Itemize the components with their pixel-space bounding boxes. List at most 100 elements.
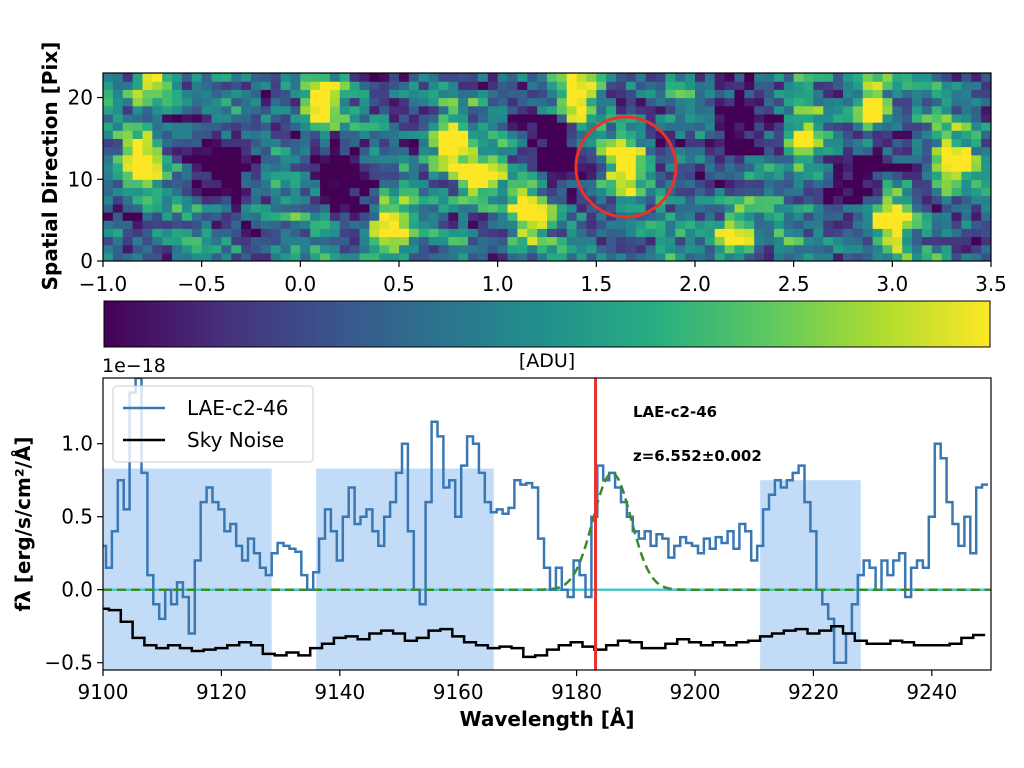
- heatmap-cell: [675, 244, 686, 254]
- annotation-redshift: z=6.552±0.002: [633, 447, 762, 465]
- heatmap-cell: [428, 138, 440, 148]
- heatmap-cell: [339, 162, 351, 172]
- heatmap-cell: [448, 211, 459, 221]
- heatmap-cell: [625, 187, 637, 197]
- heatmap-cell: [645, 154, 657, 164]
- heatmap-cell: [645, 179, 657, 189]
- heatmap-cell: [359, 122, 370, 131]
- heatmap-x-tick-label: 2.0: [679, 272, 711, 296]
- heatmap-x-tick-label: −0.5: [177, 272, 226, 296]
- heatmap-cell: [310, 138, 321, 148]
- heatmap-cell: [458, 228, 469, 238]
- heatmap-cell: [685, 244, 696, 254]
- heatmap-cell: [586, 146, 597, 156]
- heatmap-cell: [280, 179, 292, 189]
- heatmap-cell: [162, 146, 173, 156]
- heatmap-cell: [764, 105, 775, 115]
- heatmap-cell: [734, 105, 745, 115]
- heatmap-cell: [813, 73, 824, 82]
- heatmap-cell: [744, 252, 755, 261]
- heatmap-cell: [596, 252, 607, 261]
- heatmap-cell: [912, 236, 923, 246]
- heatmap-cell: [389, 154, 400, 164]
- heatmap-cell: [359, 203, 370, 213]
- heatmap-cell: [241, 162, 252, 172]
- heatmap-cell: [320, 154, 331, 164]
- heatmap-cell: [458, 81, 469, 90]
- heatmap-cell: [665, 97, 676, 107]
- heatmap-cell: [181, 244, 193, 254]
- heatmap-cell: [270, 211, 282, 221]
- heatmap-cell: [931, 89, 943, 99]
- heatmap-cell: [813, 162, 824, 172]
- heatmap-cell: [931, 228, 943, 238]
- heatmap-cell: [734, 81, 745, 90]
- heatmap-cell: [468, 244, 479, 254]
- heatmap-cell: [359, 81, 370, 90]
- heatmap-cell: [359, 244, 370, 254]
- heatmap-cell: [191, 146, 203, 156]
- heatmap-cell: [487, 195, 499, 205]
- heatmap-cell: [527, 195, 538, 205]
- heatmap-cell: [655, 162, 666, 172]
- heatmap-cell: [181, 89, 193, 99]
- heatmap-cell: [320, 179, 331, 189]
- heatmap-cell: [310, 171, 321, 180]
- heatmap-cell: [902, 146, 913, 156]
- heatmap-cell: [754, 179, 765, 189]
- heatmap-cell: [280, 187, 292, 197]
- heatmap-cell: [497, 113, 509, 123]
- heatmap-cell: [813, 244, 824, 254]
- heatmap-cell: [191, 252, 203, 261]
- heatmap-cell: [813, 236, 824, 246]
- heatmap-cell: [981, 154, 991, 164]
- heatmap-cell: [892, 220, 903, 229]
- heatmap-cell: [596, 105, 607, 115]
- heatmap-cell: [290, 146, 301, 156]
- heatmap-cell: [329, 154, 341, 164]
- heatmap-cell: [399, 122, 410, 131]
- heatmap-cell: [389, 252, 400, 261]
- heatmap-cell: [813, 138, 824, 148]
- heatmap-cell: [635, 187, 647, 197]
- heatmap-cell: [191, 73, 203, 82]
- heatmap-cell: [655, 252, 666, 261]
- heatmap-cell: [902, 122, 913, 131]
- heatmap-cell: [586, 130, 597, 139]
- heatmap-cell: [458, 113, 469, 123]
- heatmap-cell: [428, 211, 440, 221]
- heatmap-cell: [714, 244, 726, 254]
- heatmap-cell: [329, 130, 341, 139]
- heatmap-cell: [625, 138, 637, 148]
- heatmap-cell: [882, 73, 893, 82]
- heatmap-cell: [517, 187, 528, 197]
- heatmap-cell: [270, 171, 282, 180]
- heatmap-cell: [981, 146, 991, 156]
- heatmap-cell: [695, 122, 706, 131]
- heatmap-cell: [616, 97, 627, 107]
- heatmap-cell: [556, 252, 568, 261]
- heatmap-cell: [280, 171, 292, 180]
- heatmap-cell: [961, 89, 972, 99]
- heatmap-cell: [872, 138, 884, 148]
- heatmap-cell: [221, 97, 232, 107]
- heatmap-cell: [635, 162, 647, 172]
- heatmap-cell: [300, 122, 311, 131]
- heatmap-cell: [773, 81, 785, 90]
- heatmap-cell: [142, 122, 153, 131]
- heatmap-cell: [606, 81, 617, 90]
- heatmap-cell: [359, 73, 370, 82]
- heatmap-cell: [704, 244, 716, 254]
- heatmap-cell: [724, 97, 736, 107]
- heatmap-cell: [912, 252, 923, 261]
- heatmap-cell: [280, 130, 292, 139]
- heatmap-cell: [813, 146, 824, 156]
- heatmap-cell: [329, 195, 341, 205]
- heatmap-cell: [497, 105, 509, 115]
- highlight-circle: [574, 115, 678, 219]
- heatmap-cell: [379, 220, 390, 229]
- heatmap-cell: [754, 236, 765, 246]
- heatmap-cell: [191, 195, 203, 205]
- heatmap-cell: [635, 105, 647, 115]
- heatmap-cell: [320, 228, 331, 238]
